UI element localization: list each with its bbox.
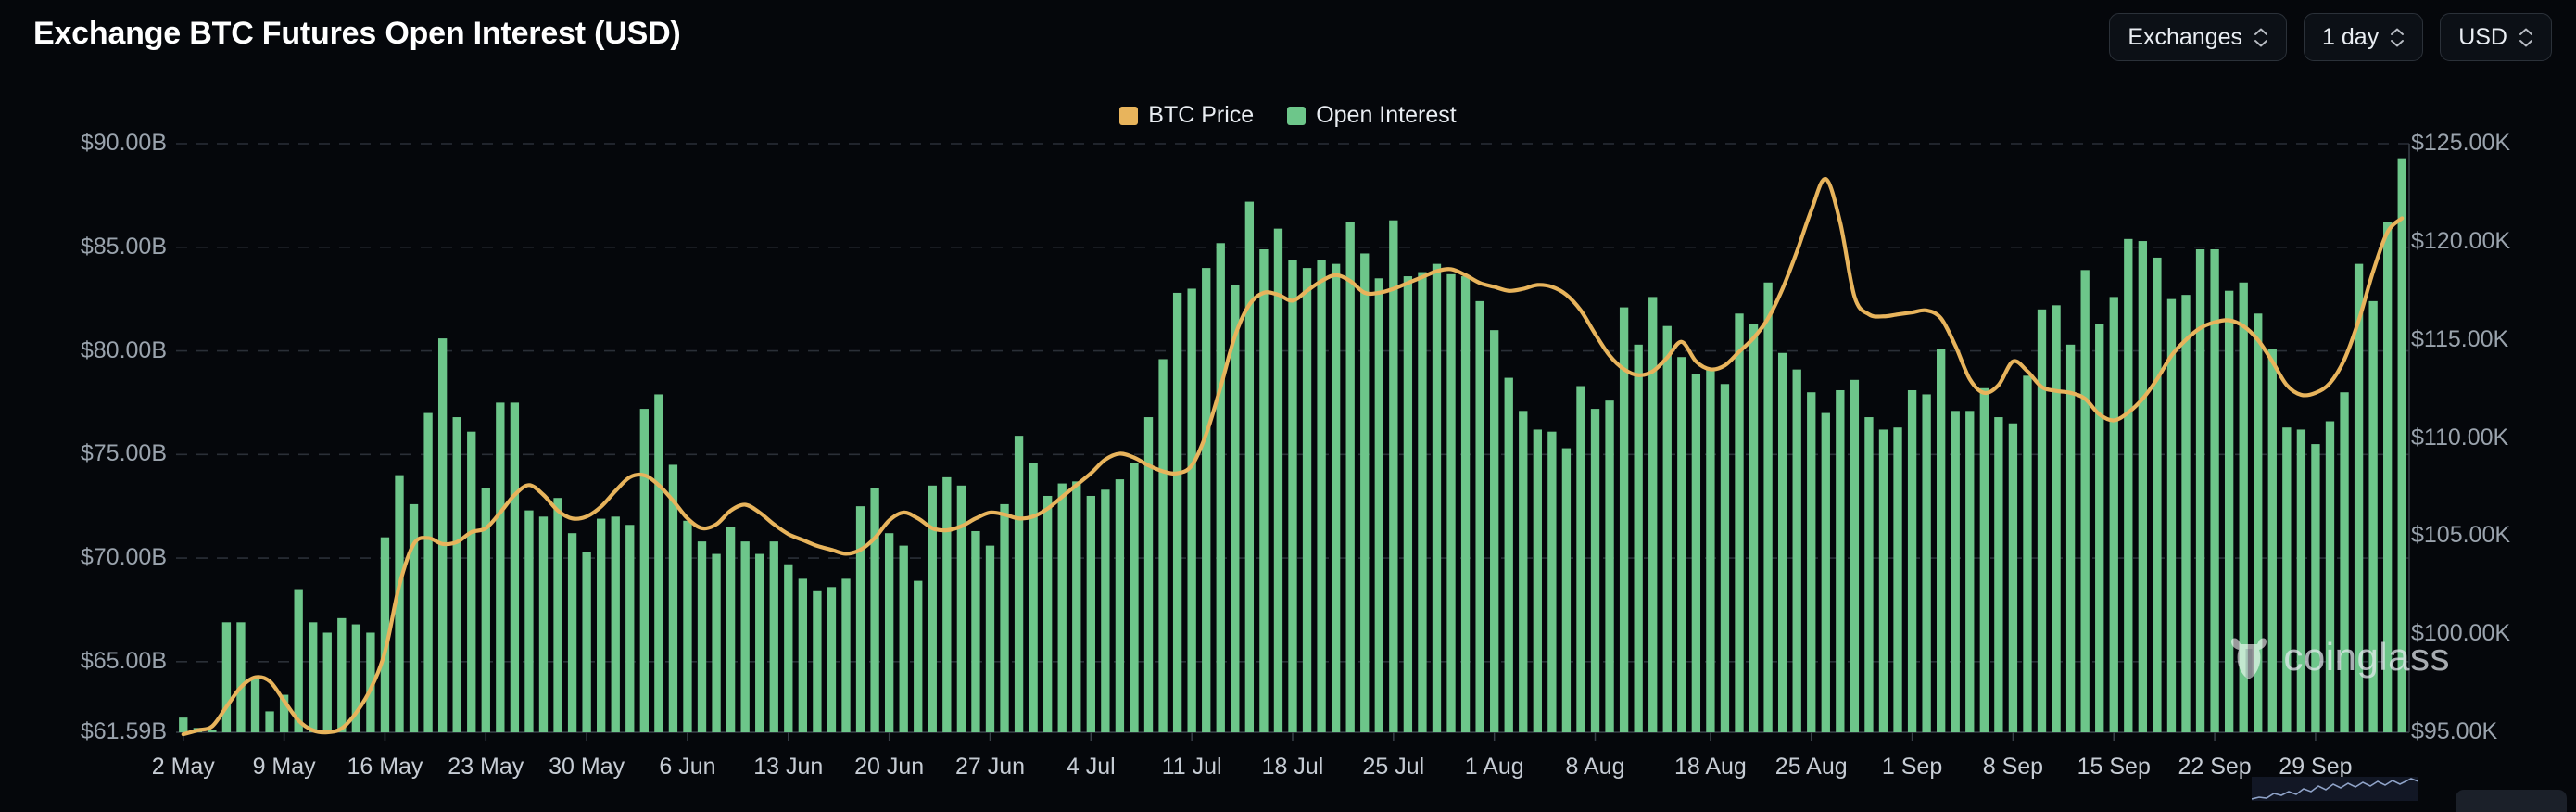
chevron-updown-icon bbox=[2254, 28, 2268, 47]
legend-swatch-btc-price bbox=[1119, 106, 1139, 125]
exchanges-select-label: Exchanges bbox=[2128, 23, 2243, 50]
chart-area[interactable]: $61.59B $65.00B $70.00B $75.00B $80.00B $85.0… bbox=[0, 132, 2576, 801]
interval-select-label: 1 day bbox=[2322, 23, 2380, 50]
range-selector-sparkline bbox=[2252, 778, 2418, 800]
page-title: Exchange BTC Futures Open Interest (USD) bbox=[33, 16, 681, 51]
legend-label-btc-price: BTC Price bbox=[1148, 102, 1255, 128]
bar-series bbox=[179, 158, 2406, 733]
currency-select-label: USD bbox=[2458, 23, 2507, 50]
interval-select[interactable]: 1 day bbox=[2304, 13, 2424, 61]
range-selector-handle[interactable] bbox=[2456, 790, 2567, 812]
currency-select[interactable]: USD bbox=[2440, 13, 2552, 61]
legend-label-open-interest: Open Interest bbox=[1316, 102, 1457, 128]
exchanges-select[interactable]: Exchanges bbox=[2109, 13, 2288, 61]
legend-swatch-open-interest bbox=[1287, 106, 1307, 125]
chevron-updown-icon bbox=[2519, 28, 2533, 47]
legend-item-open-interest[interactable]: Open Interest bbox=[1287, 102, 1457, 128]
header-controls: Exchanges 1 day USD bbox=[2109, 13, 2552, 61]
chart-legend: BTC Price Open Interest bbox=[0, 104, 2576, 127]
chart-canvas[interactable] bbox=[0, 139, 2576, 801]
chart-header: Exchange BTC Futures Open Interest (USD)… bbox=[0, 0, 2576, 74]
price-line-series bbox=[181, 177, 2405, 737]
range-selector-minichart[interactable] bbox=[2252, 777, 2418, 801]
chevron-updown-icon bbox=[2390, 28, 2405, 47]
legend-item-btc-price[interactable]: BTC Price bbox=[1119, 104, 1254, 127]
